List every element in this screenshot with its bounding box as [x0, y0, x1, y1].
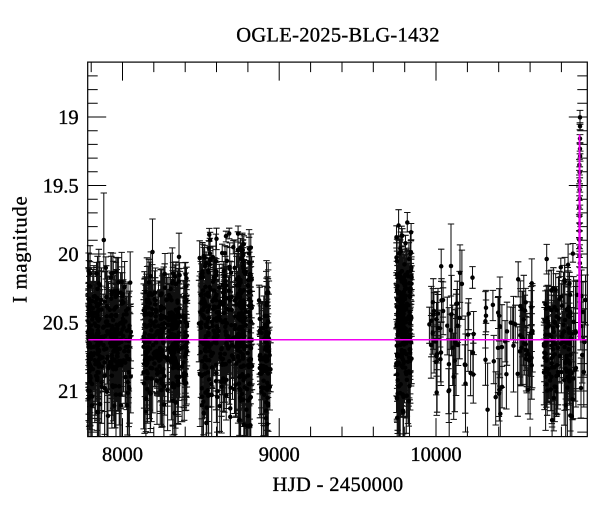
svg-text:8000: 8000 — [102, 444, 143, 466]
svg-text:HJD - 2450000: HJD - 2450000 — [273, 474, 404, 496]
svg-text:19.5: 19.5 — [43, 175, 79, 197]
svg-text:OGLE-2025-BLG-1432: OGLE-2025-BLG-1432 — [236, 25, 440, 47]
svg-text:I magnitude: I magnitude — [10, 196, 32, 303]
svg-text:21: 21 — [58, 381, 79, 403]
svg-text:20.5: 20.5 — [43, 312, 79, 334]
svg-text:9000: 9000 — [259, 444, 300, 466]
svg-text:10000: 10000 — [410, 444, 461, 466]
svg-text:20: 20 — [58, 244, 79, 266]
svg-text:19: 19 — [58, 107, 79, 129]
